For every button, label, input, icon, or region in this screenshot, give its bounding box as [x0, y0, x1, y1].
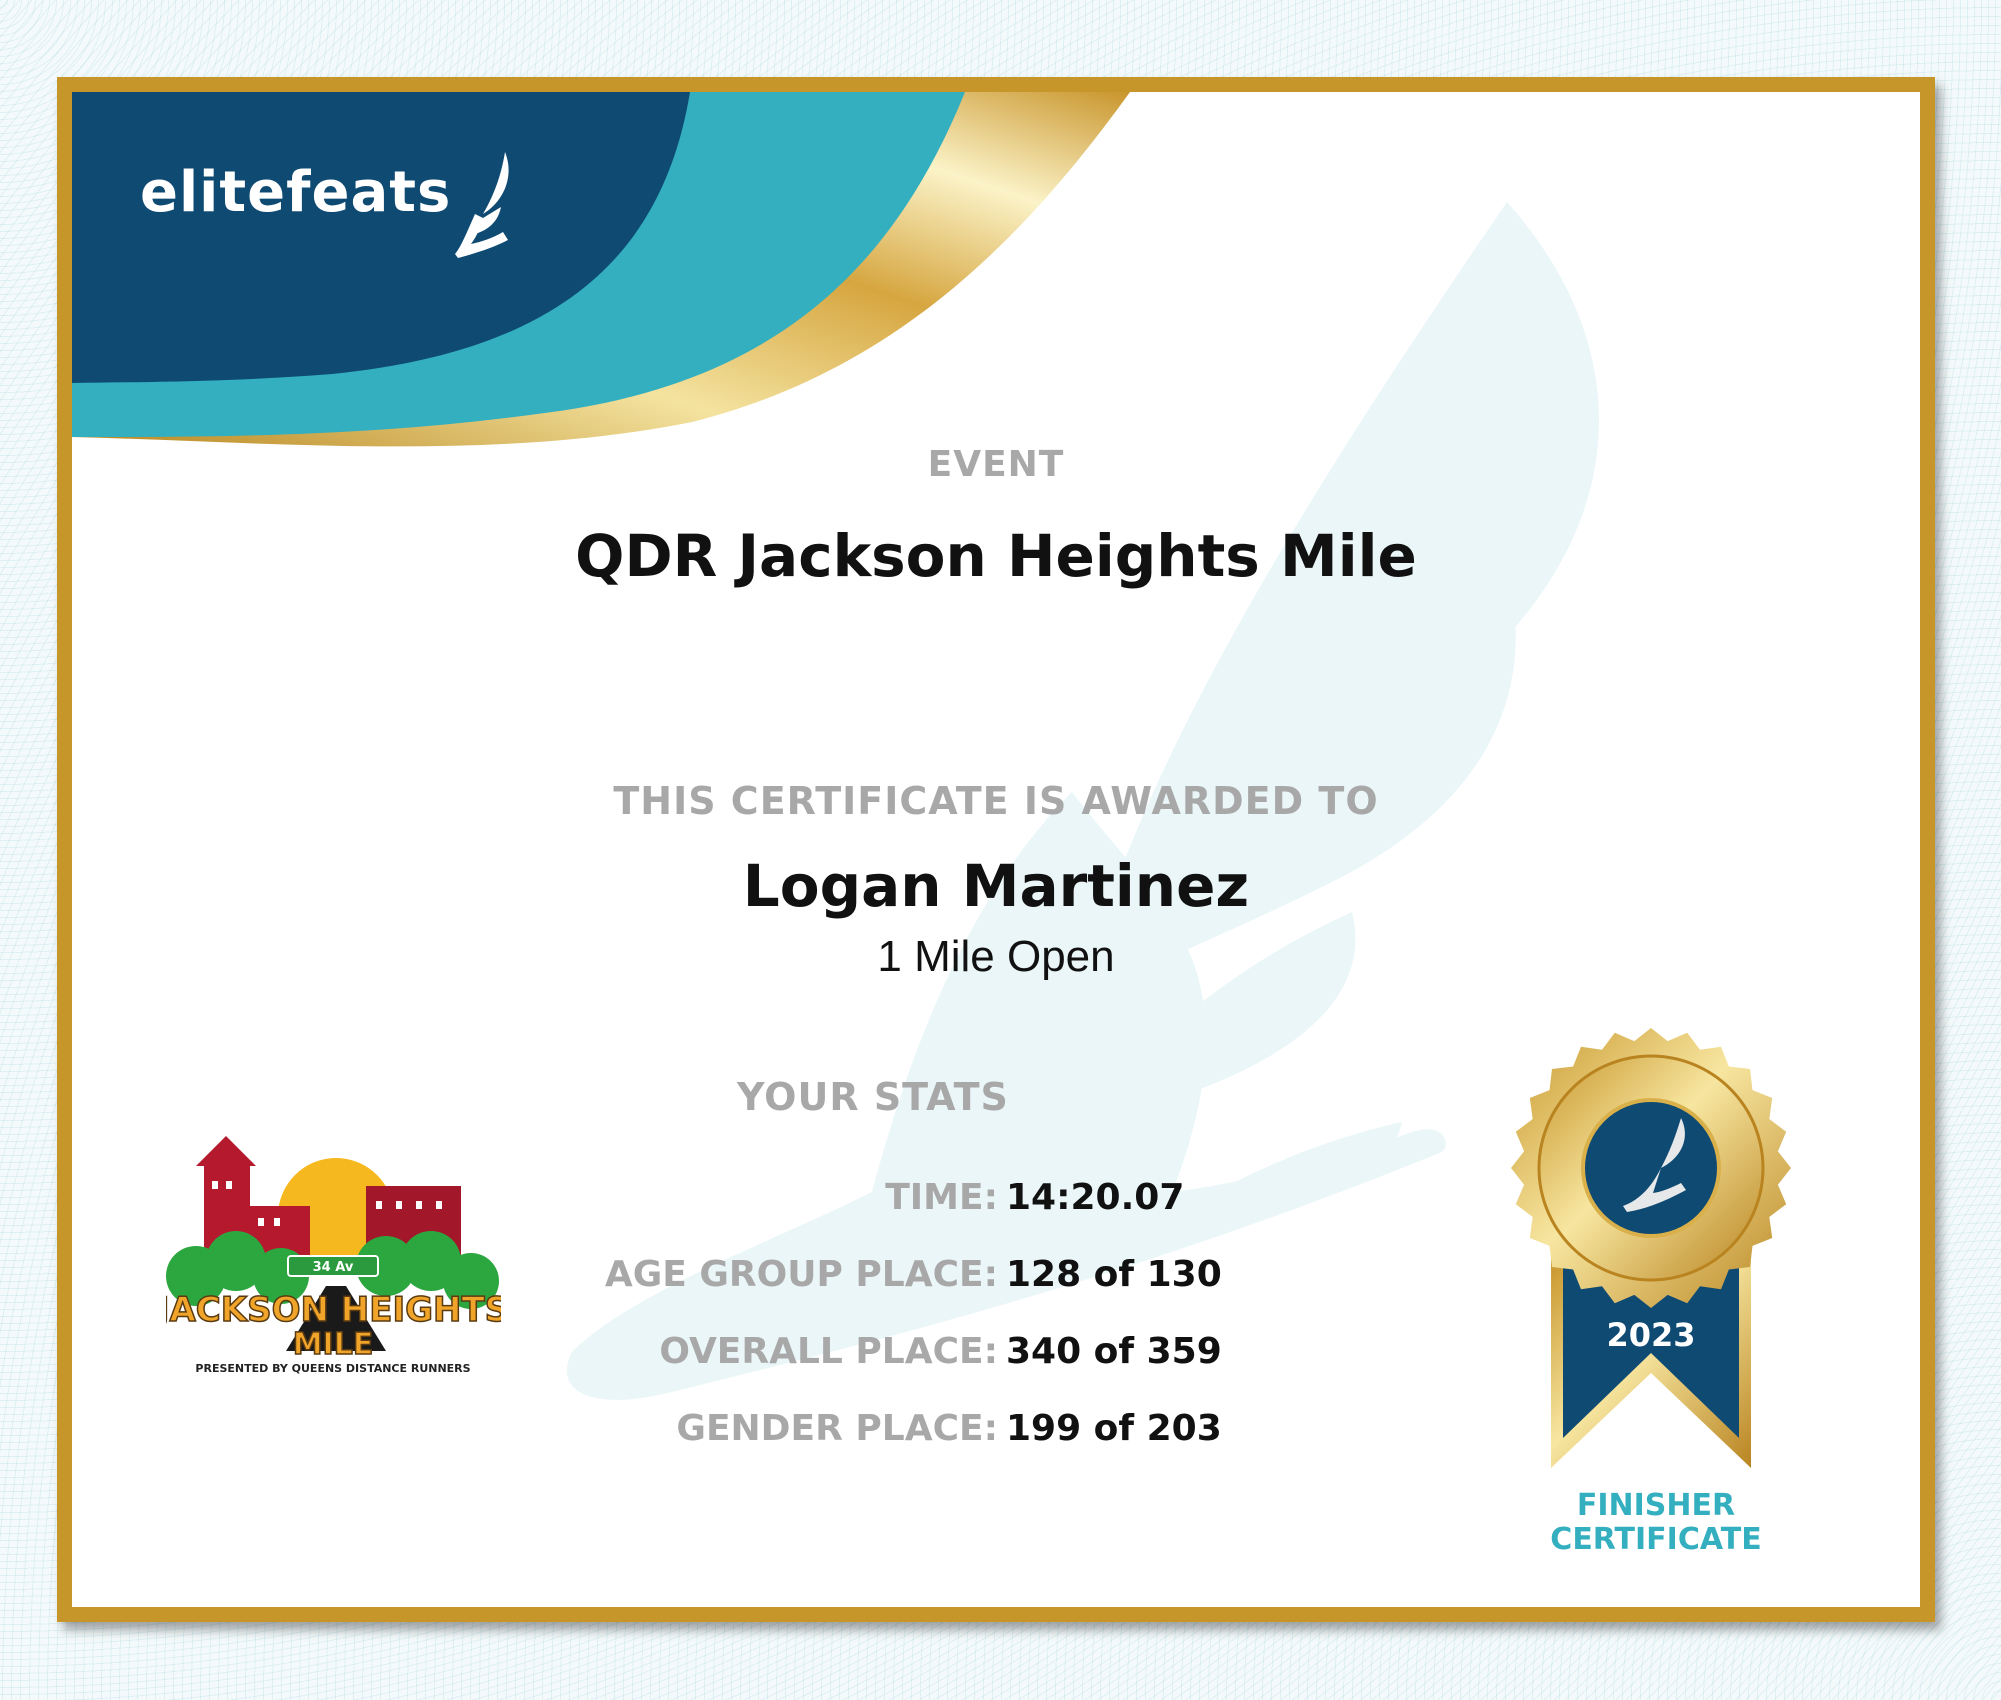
winged-foot-icon — [455, 152, 509, 258]
recipient-name: Logan Martinez — [742, 852, 1250, 920]
stat-label: AGE GROUP PLACE: — [604, 1254, 998, 1295]
finisher-certificate-label: FINISHER CERTIFICATE — [1511, 1489, 1801, 1557]
stat-row-time: TIME: 14:20.07 — [72, 1177, 1920, 1227]
stat-label: OVERALL PLACE: — [659, 1331, 998, 1372]
stat-row-gender-place: GENDER PLACE: 199 of 203 — [72, 1408, 1920, 1458]
brand-name: elitefeats — [140, 159, 452, 225]
stat-value: 340 of 359 — [1006, 1331, 1222, 1372]
stat-value: 14:20.07 — [1006, 1177, 1185, 1218]
svg-text:PRESENTED BY QUEENS DISTANCE R: PRESENTED BY QUEENS DISTANCE RUNNERS — [195, 1362, 470, 1375]
medal-line1: FINISHER — [1576, 1488, 1736, 1523]
finisher-medal: 2023 — [1511, 1028, 1791, 1468]
svg-text:MILE: MILE — [293, 1327, 374, 1362]
svg-text:JACKSON HEIGHTS: JACKSON HEIGHTS — [166, 1290, 501, 1330]
elitefeats-logo: elitefeats — [140, 152, 513, 258]
stat-value: 199 of 203 — [1006, 1408, 1222, 1449]
certificate: elitefeats EVENT QDR Jackson Heights Mil… — [57, 77, 1935, 1622]
stat-row-overall-place: OVERALL PLACE: 340 of 359 — [72, 1331, 1920, 1381]
event-title: QDR Jackson Heights Mile — [575, 522, 1417, 590]
awarded-to-label: THIS CERTIFICATE IS AWARDED TO — [613, 779, 1379, 823]
division: 1 Mile Open — [877, 932, 1115, 981]
svg-text:34 Av: 34 Av — [313, 1260, 354, 1275]
header-swoosh — [72, 92, 1130, 447]
winged-foot-icon — [1623, 1118, 1686, 1212]
stat-label: TIME: — [885, 1177, 998, 1218]
medal-line2: CERTIFICATE — [1550, 1522, 1762, 1557]
stat-value: 128 of 130 — [1006, 1254, 1222, 1295]
medal-year: 2023 — [1606, 1316, 1695, 1354]
stats-label: YOUR STATS — [737, 1075, 1009, 1119]
stat-label: GENDER PLACE: — [676, 1408, 998, 1449]
watermark-winged-foot-icon — [566, 202, 1599, 1400]
jackson-heights-mile-logo: 34 Av JACKSON HEIGHTS MILE PRESENTED BY … — [166, 1136, 501, 1375]
stat-row-age-group-place: AGE GROUP PLACE: 128 of 130 — [72, 1254, 1920, 1304]
event-label: EVENT — [927, 444, 1065, 485]
